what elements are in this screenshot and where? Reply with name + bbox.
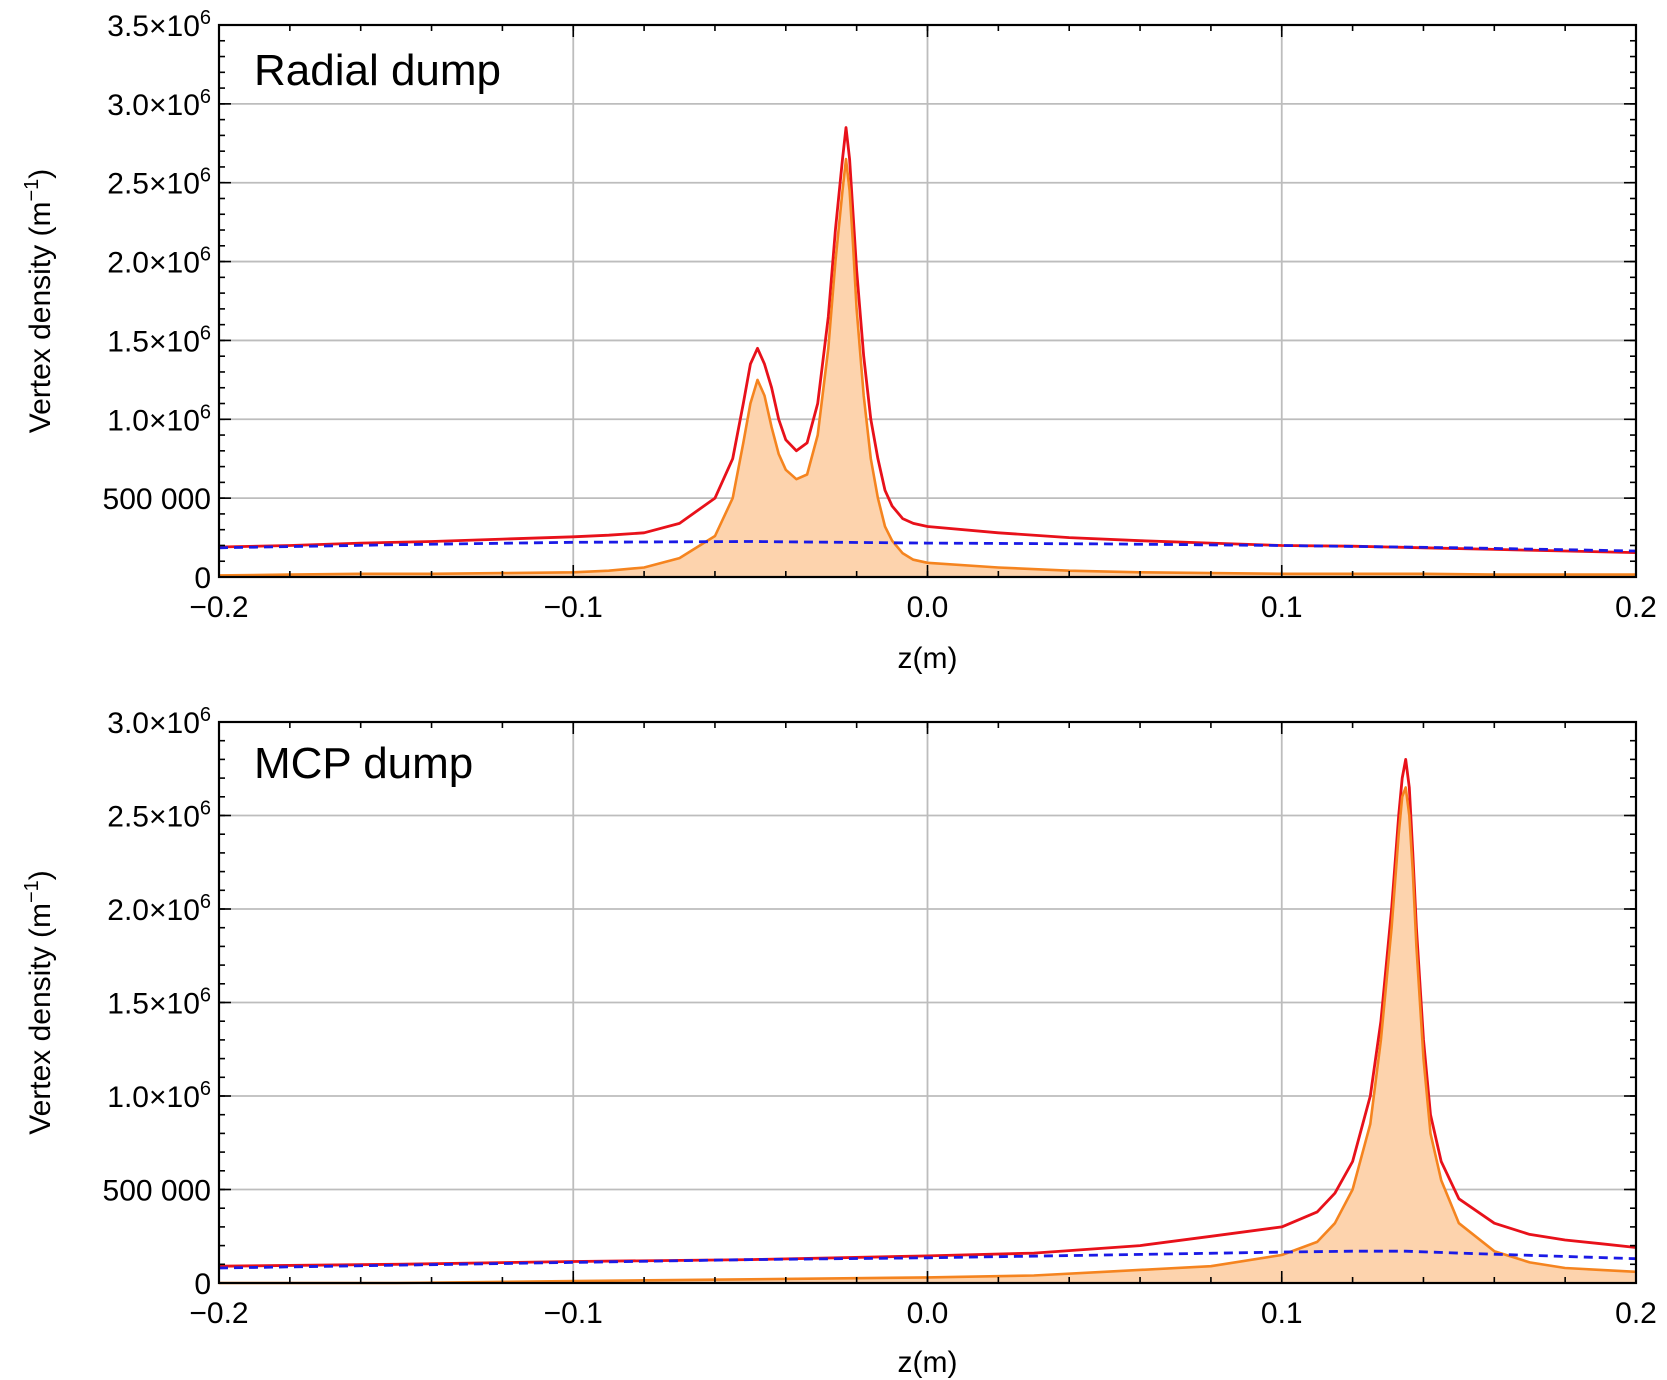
- y-axis-label: Vertex density (m−1): [21, 870, 57, 1135]
- y-axis-label-close: ): [24, 870, 57, 880]
- panel-title: MCP dump: [254, 739, 473, 788]
- y-tick-label: 3.0×106: [107, 86, 211, 122]
- y-axis-label-sup: −1: [21, 179, 43, 202]
- x-tick-label: 0.0: [907, 591, 949, 624]
- y-tick-label: 2.5×106: [107, 798, 211, 834]
- x-tick-label: 0.0: [907, 1297, 949, 1330]
- y-axis-label-text: Vertex density (m: [24, 202, 57, 434]
- y-tick-label: 1.5×106: [107, 985, 211, 1021]
- series-line-red: [218, 758, 1637, 1268]
- y-tick-label: 2.0×106: [107, 244, 211, 280]
- y-tick-label: 1.5×106: [107, 322, 211, 358]
- tick-marks: [218, 721, 1637, 1284]
- x-tick-labels: −0.2 −0.1 0.0 0.1 0.2: [189, 1297, 1656, 1330]
- x-axis-label: z(m): [898, 1346, 958, 1379]
- series-line-orange: [218, 157, 1636, 577]
- series-line-blue-dashed: [218, 1249, 1637, 1270]
- x-tick-label: 0.1: [1261, 1297, 1303, 1330]
- series-line-orange: [219, 786, 1637, 1285]
- y-axis-label-sup: −1: [21, 880, 43, 903]
- panel-title: Radial dump: [254, 46, 501, 95]
- y-tick-label: 1.0×106: [107, 401, 211, 437]
- x-tick-label: 0.2: [1615, 1297, 1657, 1330]
- x-tick-label: −0.2: [189, 1297, 248, 1330]
- y-axis-label-close: ): [24, 169, 57, 179]
- x-tick-labels: −0.2 −0.1 0.0 0.1 0.2: [189, 591, 1656, 624]
- tick-marks: [218, 24, 1637, 578]
- x-tick-label: −0.2: [189, 591, 248, 624]
- x-tick-label: −0.1: [544, 591, 603, 624]
- series-lines: [218, 758, 1637, 1285]
- panel-mcp-dump: 0 500 000 1.0×106 1.5×106 2.0×106 2.5×106 3.0×…: [21, 704, 1657, 1379]
- y-tick-label: 0: [194, 1268, 211, 1301]
- x-tick-label: 0.2: [1615, 591, 1657, 624]
- grid-lines: [219, 25, 1636, 577]
- y-tick-label: 2.0×106: [107, 891, 211, 927]
- x-tick-label: −0.1: [544, 1297, 603, 1330]
- y-tick-label: 500 000: [103, 483, 211, 516]
- y-tick-label: 3.5×106: [107, 7, 211, 43]
- y-tick-label: 500 000: [103, 1175, 211, 1208]
- y-tick-labels: 0 500 000 1.0×106 1.5×106 2.0×106 2.5×106 3.0×…: [103, 704, 211, 1301]
- panel-radial-dump: 0 500 000 1.0×106 1.5×106 2.0×106 2.5×106 3.0×…: [21, 7, 1657, 675]
- x-tick-label: 0.1: [1261, 591, 1303, 624]
- y-tick-label: 2.5×106: [107, 165, 211, 201]
- y-tick-label: 1.0×106: [107, 1078, 211, 1114]
- series-line-red: [218, 126, 1637, 554]
- series-line-blue-dashed: [218, 540, 1637, 553]
- y-tick-labels: 0 500 000 1.0×106 1.5×106 2.0×106 2.5×106 3.0×…: [103, 7, 211, 595]
- y-axis-label-text: Vertex density (m: [24, 903, 57, 1135]
- series-lines: [218, 126, 1637, 577]
- x-axis-label: z(m): [898, 642, 958, 675]
- y-tick-label: 3.0×106: [107, 704, 211, 740]
- y-tick-label: 0: [194, 562, 211, 595]
- y-axis-label: Vertex density (m−1): [21, 169, 57, 434]
